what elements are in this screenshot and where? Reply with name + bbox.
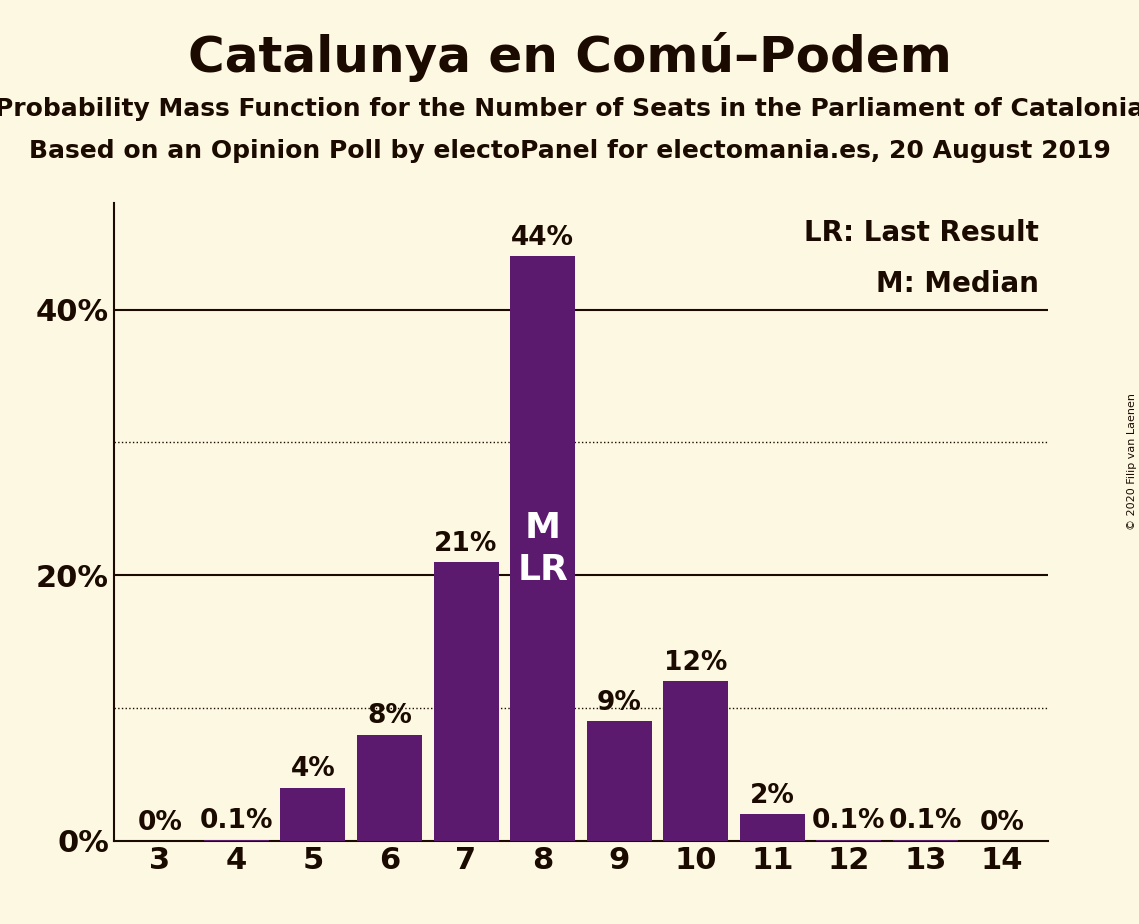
Text: 2%: 2%	[749, 783, 795, 809]
Text: 0.1%: 0.1%	[199, 808, 273, 834]
Text: 12%: 12%	[664, 650, 728, 676]
Text: 9%: 9%	[597, 690, 641, 716]
Text: LR: Last Result: LR: Last Result	[804, 219, 1039, 248]
Text: 4%: 4%	[290, 757, 335, 783]
Text: 0%: 0%	[980, 809, 1024, 835]
Text: 21%: 21%	[434, 530, 498, 556]
Bar	[204, 840, 269, 841]
Text: 0%: 0%	[138, 809, 182, 835]
Text: © 2020 Filip van Laenen: © 2020 Filip van Laenen	[1126, 394, 1137, 530]
Bar	[663, 682, 728, 841]
Bar	[893, 840, 958, 841]
Bar	[434, 562, 499, 841]
Text: 0.1%: 0.1%	[888, 808, 962, 834]
Bar	[357, 735, 423, 841]
Bar	[587, 722, 652, 841]
Bar	[739, 814, 805, 841]
Text: M
LR: M LR	[517, 511, 568, 587]
Text: M: Median: M: Median	[876, 270, 1039, 298]
Bar	[280, 787, 345, 841]
Bar	[510, 256, 575, 841]
Text: Based on an Opinion Poll by electoPanel for electomania.es, 20 August 2019: Based on an Opinion Poll by electoPanel …	[28, 139, 1111, 163]
Text: 8%: 8%	[367, 703, 412, 729]
Bar	[817, 840, 882, 841]
Text: 44%: 44%	[511, 225, 574, 251]
Text: Probability Mass Function for the Number of Seats in the Parliament of Catalonia: Probability Mass Function for the Number…	[0, 97, 1139, 121]
Text: 0.1%: 0.1%	[812, 808, 886, 834]
Text: Catalunya en Comú–Podem: Catalunya en Comú–Podem	[188, 32, 951, 82]
